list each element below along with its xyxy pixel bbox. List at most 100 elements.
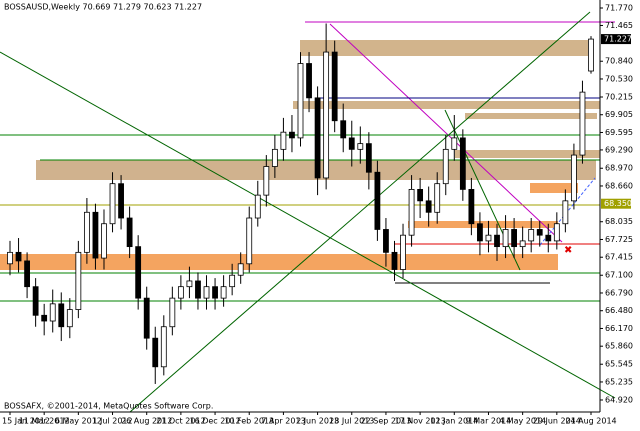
candle-body bbox=[519, 240, 526, 248]
candle-body bbox=[177, 286, 184, 299]
candle-body bbox=[186, 280, 193, 288]
candle-body bbox=[41, 314, 48, 322]
candle-body bbox=[135, 246, 142, 299]
chart-title: BOSSAUSD,Weekly 70.669 71.279 70.623 71.… bbox=[4, 3, 202, 12]
candle-body bbox=[502, 229, 509, 248]
candle-body bbox=[237, 263, 244, 276]
zone bbox=[455, 150, 600, 158]
candle-body bbox=[297, 63, 304, 139]
zone bbox=[293, 101, 600, 109]
candle-body bbox=[229, 274, 236, 288]
x-tick-label: 26 Aug 2012 bbox=[121, 417, 172, 426]
candle-body bbox=[169, 297, 176, 328]
candle-body bbox=[32, 286, 39, 316]
y-tick-label: 70.840 bbox=[605, 57, 633, 66]
y-tick-label: 64.920 bbox=[605, 395, 633, 404]
candle-body bbox=[152, 337, 159, 368]
trend-line bbox=[539, 177, 596, 246]
y-tick-label: 66.170 bbox=[605, 324, 633, 333]
candle-body bbox=[331, 51, 338, 122]
trend-line bbox=[444, 109, 521, 271]
candle-body bbox=[400, 234, 406, 270]
candle-body bbox=[562, 200, 569, 225]
candle-body bbox=[451, 137, 458, 150]
x-tick-label: 21 Oct 2012 bbox=[156, 417, 205, 426]
candle-body bbox=[553, 223, 560, 242]
candle-body bbox=[365, 143, 372, 173]
candle-body bbox=[545, 234, 552, 242]
price-tag-label: 71.227 bbox=[604, 35, 632, 44]
y-tick-label: 65.545 bbox=[605, 360, 633, 369]
x-tick-label: 15 Jan 2012 bbox=[2, 417, 50, 426]
candle-body bbox=[271, 148, 278, 167]
x-tick-label: 11 Mar 2012 bbox=[19, 417, 70, 426]
candle-body bbox=[280, 131, 287, 150]
price-tag bbox=[601, 34, 631, 45]
candle-body bbox=[391, 251, 398, 270]
candle-body bbox=[442, 148, 449, 185]
candle-body bbox=[571, 154, 577, 202]
candle-body bbox=[528, 229, 535, 242]
x-tick-label: 4 May 2014 bbox=[499, 417, 546, 426]
price-tag bbox=[601, 198, 631, 209]
x-tick-label: 2 Jun 2013 bbox=[296, 417, 339, 426]
candle-body bbox=[374, 171, 381, 230]
candle-body bbox=[314, 97, 321, 179]
y-tick-label: 68.660 bbox=[605, 181, 633, 190]
y-tick-label: 66.790 bbox=[605, 288, 633, 297]
zone bbox=[300, 40, 588, 56]
candle-body bbox=[75, 251, 82, 310]
candle-body bbox=[263, 166, 270, 196]
candle-body bbox=[485, 234, 492, 242]
zone bbox=[0, 254, 558, 270]
candle-body bbox=[434, 183, 441, 213]
candle-body bbox=[83, 211, 90, 253]
candle-body bbox=[408, 189, 415, 236]
x-tick-label: 29 Jun 2014 bbox=[533, 417, 581, 426]
y-tick-label: 65.860 bbox=[605, 342, 633, 351]
y-tick-label: 70.215 bbox=[605, 92, 633, 101]
candle-body bbox=[195, 280, 201, 299]
y-tick-label: 71.465 bbox=[605, 21, 633, 30]
x-tick-label: 10 Feb 2013 bbox=[224, 417, 274, 426]
zone bbox=[530, 183, 578, 193]
candle-body bbox=[579, 91, 586, 156]
candle-body bbox=[143, 297, 150, 339]
x-tick-label: 1 Jul 2012 bbox=[92, 417, 132, 426]
candle-body bbox=[118, 183, 124, 219]
y-tick-label: 69.290 bbox=[605, 145, 633, 154]
x-tick-label: 28 Jul 2013 bbox=[329, 417, 374, 426]
candle-body bbox=[477, 223, 483, 242]
candle-body bbox=[417, 189, 424, 202]
candle-body bbox=[66, 309, 73, 328]
candle-body bbox=[357, 143, 364, 150]
x-tick-label: 6 May 2012 bbox=[55, 417, 102, 426]
candle-body bbox=[246, 217, 253, 265]
candle-body bbox=[58, 303, 65, 328]
x-tick-label: 22 Sep 2013 bbox=[361, 417, 412, 426]
price-tag-label: 68.350 bbox=[604, 199, 632, 208]
candle-body bbox=[126, 217, 133, 248]
candle-body bbox=[254, 194, 261, 219]
y-tick-label: 69.905 bbox=[605, 110, 633, 119]
candle-body bbox=[289, 131, 295, 139]
candle-body bbox=[92, 211, 99, 259]
candle-body bbox=[160, 326, 167, 368]
candle-body bbox=[24, 260, 30, 288]
y-tick-label: 66.480 bbox=[605, 306, 633, 315]
x-tick-label: 24 Aug 2014 bbox=[565, 417, 616, 426]
candle-body bbox=[203, 286, 210, 299]
y-tick-label: 69.595 bbox=[605, 128, 633, 137]
candle-body bbox=[212, 286, 218, 299]
trend-line bbox=[129, 11, 591, 413]
trend-line bbox=[329, 23, 563, 243]
candle-body bbox=[348, 137, 355, 150]
marker: ✖ bbox=[564, 245, 572, 256]
zone bbox=[408, 221, 558, 228]
candle-body bbox=[459, 137, 466, 190]
candle-body bbox=[101, 223, 107, 259]
y-tick-label: 67.725 bbox=[605, 235, 633, 244]
y-tick-label: 71.770 bbox=[605, 4, 633, 13]
